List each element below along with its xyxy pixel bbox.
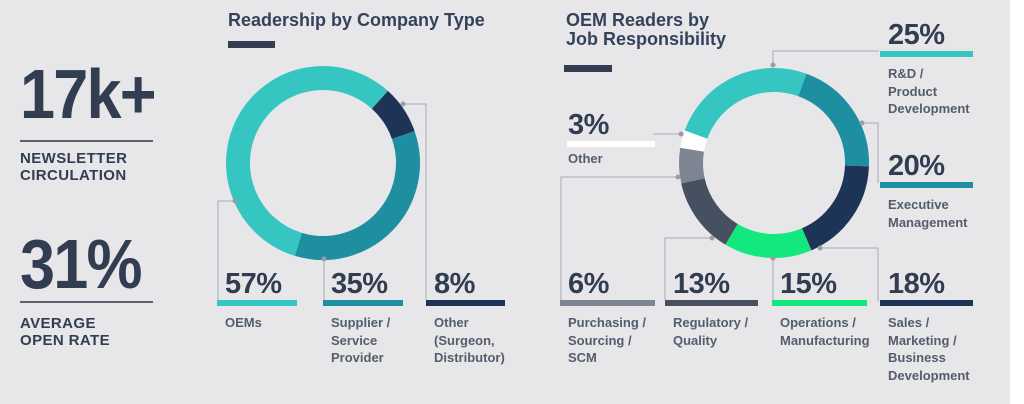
pct-value: 6% [568, 268, 609, 300]
donut-segment-supplier-service-provider [294, 131, 420, 260]
legend-purchasing-sourcing-scm: 6% Purchasing / Sourcing / SCM [560, 268, 655, 367]
stat-value: 31% [20, 225, 142, 303]
legend-color-bar [567, 141, 655, 147]
callout-connector-dot [859, 120, 865, 126]
donut-segment-other [680, 130, 708, 152]
legend-text: Executive Management [888, 197, 968, 230]
callout-connector-dot [770, 62, 776, 68]
legend-text: R&D / Product Development [888, 66, 970, 116]
pct-value: 3% [568, 109, 609, 141]
legend-oems: 57% OEMs [217, 268, 297, 332]
legend-other-surgeon-distributor: 8% Other (Surgeon, Distributor) [426, 268, 505, 367]
pct-value: 25% [888, 19, 945, 51]
legend-other: 3% Other [567, 109, 655, 168]
donut-segment-oems [226, 66, 388, 256]
legend-text: Sales / Marketing / Business Development [888, 315, 970, 383]
callout-connector-dot [232, 198, 238, 204]
chart1-title: Readership by Company Type [228, 10, 485, 30]
legend-color-bar [880, 51, 973, 57]
pct-value: 35% [331, 268, 388, 300]
donut-segment-r-d-product-development [684, 68, 807, 140]
legend-operations-manufacturing: 15% Operations / Manufacturing [772, 268, 870, 349]
legend-executive-management: 20% Executive Management [880, 150, 973, 231]
stat-divider [20, 140, 153, 142]
pct-value: 18% [888, 268, 945, 300]
callout-connector-line [560, 176, 678, 300]
stat-label: NEWSLETTER CIRCULATION [20, 150, 128, 184]
legend-text: Other [568, 151, 603, 166]
chart1-title-rule [228, 41, 275, 48]
callout-connector-line [772, 50, 879, 65]
legend-color-bar [772, 300, 867, 306]
callout-connector-dot [678, 131, 684, 137]
chart2-title: OEM Readers by Job Responsibility [566, 10, 727, 49]
callout-connector-line [217, 200, 235, 300]
callout-connector-line [403, 103, 427, 300]
callout-connector-line [664, 237, 712, 300]
legend-color-bar [426, 300, 505, 306]
pct-value: 57% [225, 268, 282, 300]
callout-connector-dot [817, 245, 823, 251]
stat-newsletter-circulation: 17k+ [20, 55, 170, 133]
callout-connector-dot [321, 256, 327, 262]
right-margin [1010, 0, 1024, 404]
callout-connector-line [862, 122, 879, 183]
legend-text: OEMs [225, 315, 262, 330]
donut-segment-sales-marketing-business-development [801, 165, 869, 251]
legend-supplier-service-provider: 35% Supplier / Service Provider [323, 268, 403, 367]
legend-color-bar [880, 182, 973, 188]
legend-text: Other (Surgeon, Distributor) [434, 315, 505, 365]
pct-value: 15% [780, 268, 837, 300]
legend-sales-marketing-business-development: 18% Sales / Marketing / Business Develop… [880, 268, 973, 384]
callout-connector-dot [770, 255, 776, 261]
callout-connector-dot [675, 174, 681, 180]
callout-connector-dot [709, 235, 715, 241]
pct-value: 13% [673, 268, 730, 300]
legend-rd-product-development: 25% R&D / Product Development [880, 19, 973, 118]
pct-value: 8% [434, 268, 475, 300]
legend-text: Operations / Manufacturing [780, 315, 870, 348]
stat-open-rate: 31% [20, 225, 154, 303]
donut-segment-regulatory-quality [681, 177, 739, 245]
donut-segment-other-surgeon-distributor [371, 90, 415, 140]
donut-segment-executive-management [797, 73, 869, 167]
legend-regulatory-quality: 13% Regulatory / Quality [665, 268, 758, 349]
legend-text: Supplier / Service Provider [331, 315, 391, 365]
stat-value: 17k+ [20, 55, 157, 133]
legend-color-bar [217, 300, 297, 306]
legend-color-bar [560, 300, 655, 306]
stat-divider [20, 301, 153, 303]
legend-color-bar [665, 300, 758, 306]
pct-value: 20% [888, 150, 945, 182]
chart2-title-rule [564, 65, 612, 72]
donut-segment-operations-manufacturing [725, 223, 812, 258]
callout-connector-dot [400, 101, 406, 107]
callout-connector-line [820, 247, 879, 302]
legend-color-bar [880, 300, 973, 306]
legend-color-bar [323, 300, 403, 306]
legend-text: Regulatory / Quality [673, 315, 749, 348]
donut-segment-purchasing-sourcing-scm [679, 147, 705, 184]
legend-text: Purchasing / Sourcing / SCM [568, 315, 647, 365]
stat-label: AVERAGE OPEN RATE [20, 315, 110, 349]
